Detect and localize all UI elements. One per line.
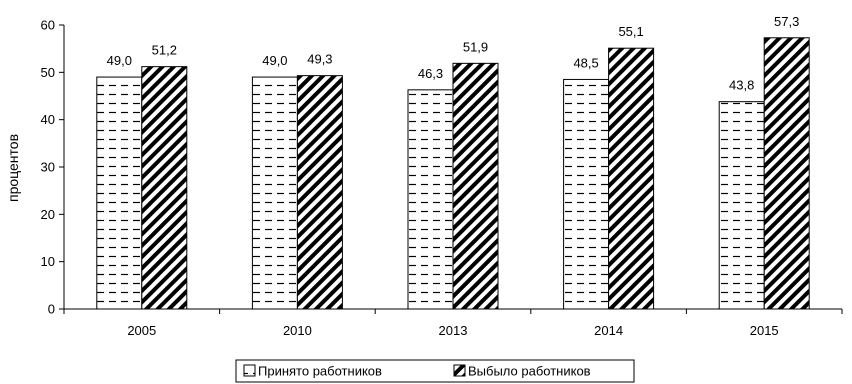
bar-left	[141, 66, 188, 310]
bar-accepted	[718, 101, 765, 310]
data-label: 48,5	[573, 55, 598, 70]
y-tick-label: 60	[41, 18, 55, 33]
y-axis-title: процентов	[5, 134, 21, 202]
y-tick-label: 30	[41, 160, 55, 175]
data-label: 43,8	[729, 78, 754, 93]
data-label: 57,3	[774, 14, 799, 29]
legend-label-accepted: Принято работников	[258, 364, 382, 379]
x-tick-label: 2014	[594, 323, 623, 338]
y-tick-label: 40	[41, 112, 55, 127]
bar-left	[452, 62, 499, 310]
legend-swatch-accepted	[243, 364, 256, 377]
bar-accepted	[563, 78, 610, 310]
bar-accepted	[96, 76, 143, 310]
x-tick-label: 2010	[283, 323, 312, 338]
data-label: 51,2	[152, 43, 177, 58]
bar-accepted	[251, 76, 298, 310]
data-label: 49,0	[107, 53, 132, 68]
y-tick-label: 20	[41, 207, 55, 222]
y-axis: 0 10 20 30 40 50 60	[41, 18, 65, 317]
data-label: 51,9	[463, 39, 488, 54]
x-tick-label: 2015	[750, 323, 779, 338]
bar-left	[296, 75, 343, 310]
bars-group	[96, 37, 810, 310]
y-tick-label: 50	[41, 65, 55, 80]
bar-left	[763, 37, 810, 310]
data-label: 49,3	[307, 52, 332, 67]
legend-swatch-left	[453, 364, 466, 377]
x-tick-label: 2013	[439, 323, 468, 338]
y-tick-label: 10	[41, 254, 55, 269]
bar-left	[608, 47, 655, 310]
data-labels-group: 49,0 51,2 49,0 49,3 46,3 51,9 48,5 55,1 43,8 57,3	[107, 14, 800, 93]
data-label: 55,1	[618, 24, 643, 39]
bar-accepted	[407, 89, 454, 310]
x-tick-label: 2005	[127, 323, 156, 338]
data-label: 49,0	[262, 53, 287, 68]
legend-label-left: Выбыло работников	[468, 364, 591, 379]
legend-box	[235, 359, 635, 383]
legend: Принято работников Выбыло работников	[235, 359, 635, 383]
data-label: 46,3	[418, 66, 443, 81]
x-axis: 2005 2010 2013 2014 2015	[63, 308, 843, 338]
y-tick-label: 0	[48, 302, 55, 317]
